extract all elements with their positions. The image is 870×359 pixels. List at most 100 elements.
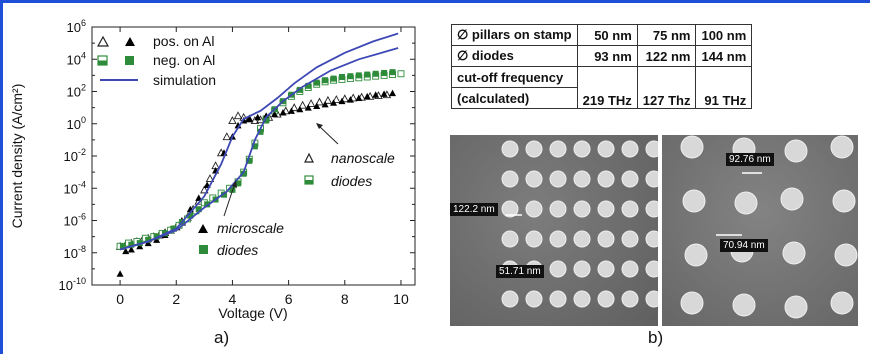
sem-dot (832, 189, 856, 213)
annotation-microscale-line1: microscale (217, 220, 284, 236)
legend-label-neg: neg. on Al (153, 52, 215, 68)
annotation-nanoscale-line2: diodes (331, 173, 372, 189)
data-point (279, 108, 287, 116)
data-point (338, 97, 346, 105)
sem-dot (645, 200, 658, 218)
x-axis-label: Voltage (V) (218, 305, 287, 321)
data-point (381, 69, 388, 76)
data-point (127, 246, 135, 253)
sem-dot (680, 291, 704, 315)
y-tick-labels: 106 104 102 100 10-2 10-4 10-6 10-8 10-10 (59, 18, 86, 293)
legend-marker-neg-hollow-fill (98, 60, 107, 65)
axis-ticks (92, 26, 415, 286)
sem-dot (684, 243, 708, 267)
data-point (330, 99, 338, 106)
sem-dot (501, 230, 519, 248)
y-tick-label: 100 (67, 115, 86, 132)
data-point (372, 70, 379, 77)
sem-dot (573, 200, 591, 218)
data-point (323, 95, 333, 104)
annotation-nanoscale-line1: nanoscale (331, 150, 395, 166)
sem-dot (573, 230, 591, 248)
y-tick-label: 102 (67, 83, 86, 100)
data-point (322, 77, 329, 84)
data-point (330, 75, 337, 82)
annotation-microscale-square (199, 245, 208, 254)
sem-dot (549, 140, 567, 158)
data-point (372, 91, 380, 98)
sem-dot (597, 290, 615, 308)
sem-dot (549, 230, 567, 248)
sem-dot (525, 140, 543, 158)
sem-dot (645, 140, 658, 158)
table-cell-label: ∅ diodes (451, 45, 578, 67)
data-point (119, 243, 126, 250)
data-point (305, 82, 312, 89)
data-point (332, 95, 341, 104)
data-point (363, 92, 371, 100)
sem-dot (830, 291, 854, 315)
data-point (389, 89, 397, 97)
y-tick-label: 10-4 (64, 179, 86, 196)
sem-label-right-2: 70.94 nm (720, 239, 768, 252)
data-point (346, 96, 354, 103)
table-cell-label: (calculated) (451, 87, 578, 109)
data-point (187, 212, 194, 219)
data-point (389, 69, 396, 76)
sem-dot (830, 135, 854, 159)
x-tick-label: 4 (229, 291, 237, 307)
data-point (364, 71, 371, 78)
data-point (235, 180, 242, 187)
data-point (246, 157, 253, 164)
data-point (116, 270, 124, 277)
data-point (271, 110, 279, 118)
sem-dot (597, 140, 615, 158)
data-point (233, 111, 243, 120)
data-point (234, 121, 242, 129)
sem-dot (732, 293, 756, 317)
x-tick-label: 0 (116, 291, 124, 307)
sem-dot (549, 260, 567, 278)
data-point (262, 112, 270, 119)
data-point (397, 70, 405, 78)
data-point (153, 233, 160, 240)
series-layer (115, 32, 405, 277)
x-tick-label: 10 (393, 291, 409, 307)
table-cell-label: ∅ pillars on stamp (451, 24, 578, 46)
y-tick-label: 10-2 (64, 147, 86, 164)
data-point (380, 90, 388, 97)
sem-dot (597, 260, 615, 278)
annotation-nanoscale-square-fill (305, 180, 313, 184)
sem-dot (621, 140, 639, 158)
sem-dot (597, 230, 615, 248)
sem-image-left: 122.2 nm 51.71 nm (450, 135, 658, 326)
sem-dot (573, 140, 591, 158)
sem-dot (501, 200, 519, 218)
data-point (257, 128, 264, 135)
annotation-microscale-marker (198, 224, 208, 233)
legend-label-sim: simulation (153, 72, 216, 88)
data-point (355, 94, 363, 101)
sem-dot (573, 260, 591, 278)
sem-label-left-1: 122.2 nm (450, 203, 498, 216)
data-point (204, 201, 211, 208)
iv-chart-svg: 106 104 102 100 10-2 10-4 10-6 10-8 10-10 0 2 4 6 8 1… (9, 18, 416, 321)
y-tick-label: 104 (67, 50, 86, 67)
x-tick-labels: 0 2 4 6 8 10 (116, 291, 409, 307)
data-point (245, 115, 253, 122)
sem-dot (621, 260, 639, 278)
data-point (195, 206, 202, 213)
sem-dot (621, 170, 639, 188)
y-tick-label: 10-8 (64, 244, 86, 261)
data-point (340, 94, 350, 103)
data-point (281, 106, 291, 115)
data-point (128, 241, 135, 248)
data-point (222, 132, 232, 141)
sem-dot (501, 290, 519, 308)
data-point (296, 105, 304, 113)
table-cell: 50 nm (576, 24, 638, 46)
sem-image-right: 92.76 nm 70.94 nm (662, 135, 858, 326)
data-point (195, 194, 203, 201)
frame-border-top (0, 0, 870, 3)
sem-dot (680, 135, 704, 159)
